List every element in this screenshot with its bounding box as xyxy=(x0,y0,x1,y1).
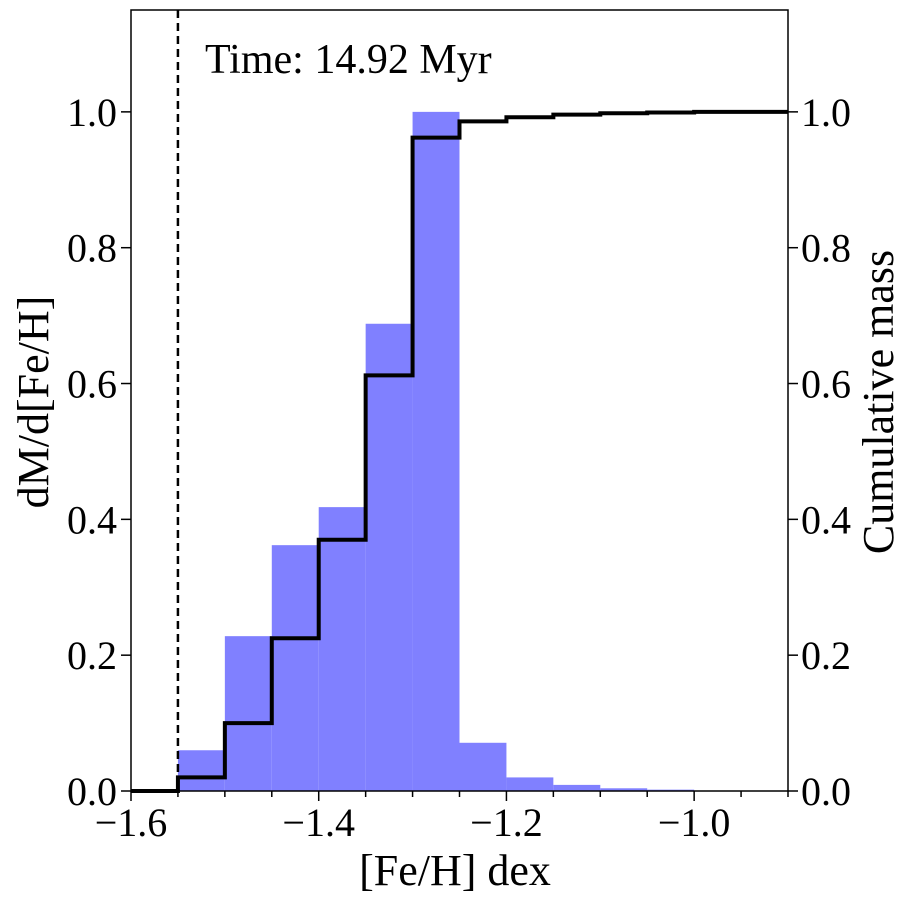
y-tick-label: 0.6 xyxy=(67,362,117,407)
histogram-bar xyxy=(224,636,272,791)
histogram-bar xyxy=(506,777,554,791)
y-axis-title: dM/d[Fe/H] xyxy=(9,296,58,509)
y-right-axis-ticks: 0.0 0.2 0.4 0.6 0.8 1.0 xyxy=(788,90,851,814)
histogram-bar xyxy=(271,545,319,791)
histogram-bar xyxy=(412,111,460,791)
y-tick-label: 1.0 xyxy=(67,90,117,135)
y-right-tick-label: 0.6 xyxy=(801,362,851,407)
y-right-axis-title: Cumulative mass xyxy=(854,250,900,554)
y-right-tick-label: 0.2 xyxy=(801,633,851,678)
x-tick-label: −1.4 xyxy=(282,800,355,845)
cumulative-series-line xyxy=(131,109,788,793)
y-tick-label: 0.2 xyxy=(67,633,117,678)
time-annotation: Time: 14.92 Myr xyxy=(205,37,492,83)
histogram-bar xyxy=(600,788,648,791)
x-axis-title: [Fe/H] dex xyxy=(359,846,551,895)
y-tick-label: 0.8 xyxy=(67,226,117,271)
histogram-bar xyxy=(365,323,413,791)
y-right-tick-label: 0.4 xyxy=(801,497,851,542)
y-tick-label: 0.0 xyxy=(67,769,117,814)
histogram-bar xyxy=(177,750,225,791)
histogram-bar xyxy=(459,742,507,791)
x-tick-label: −1.6 xyxy=(95,800,168,845)
histogram-bar xyxy=(318,507,366,791)
y-right-tick-label: 1.0 xyxy=(801,90,851,135)
y-right-tick-label: 0.8 xyxy=(801,226,851,271)
cumulative-step-line xyxy=(131,109,788,793)
histogram-bars xyxy=(177,111,695,791)
histogram-bar xyxy=(553,784,601,791)
y-axis-ticks: 0.0 0.2 0.4 0.6 0.8 1.0 xyxy=(67,90,131,814)
x-tick-label: −1.0 xyxy=(658,800,731,845)
x-axis-ticks: −1.6 −1.4 −1.2 −1.0 xyxy=(95,791,789,845)
x-tick-label: −1.2 xyxy=(470,800,543,845)
y-tick-label: 0.4 xyxy=(67,497,117,542)
y-right-tick-label: 0.0 xyxy=(801,769,851,814)
